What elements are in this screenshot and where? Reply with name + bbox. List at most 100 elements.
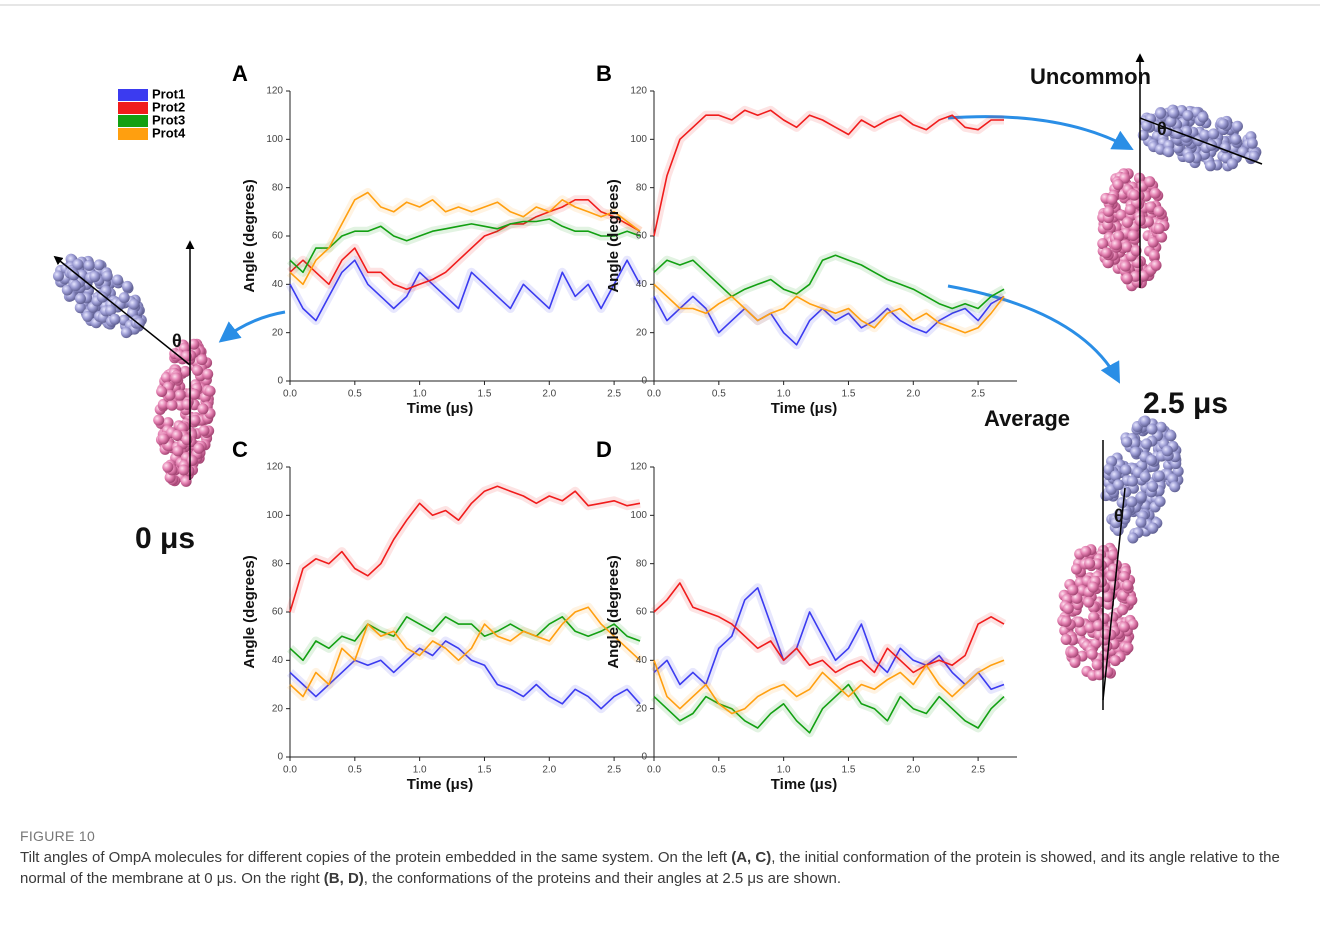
y-tick-label: 40	[636, 279, 648, 290]
y-tick-label: 120	[266, 86, 283, 97]
y-axis-label: Angle (degrees)	[605, 555, 622, 668]
atom	[1155, 421, 1167, 433]
y-tick-label: 60	[272, 607, 284, 618]
atom	[181, 434, 193, 446]
figure-label: FIGURE 10	[20, 828, 96, 844]
atom	[105, 305, 117, 317]
x-tick-label: 2.5	[971, 765, 985, 776]
atom	[1097, 238, 1109, 250]
x-tick-label: 2.0	[542, 389, 556, 400]
atom	[153, 414, 165, 426]
atom	[1113, 479, 1125, 491]
atom	[1145, 201, 1157, 213]
atom	[1118, 621, 1130, 633]
atom	[1150, 259, 1162, 271]
annotation: 2.5 μs	[1143, 387, 1228, 420]
atom	[198, 424, 210, 436]
atom	[1130, 446, 1142, 458]
atom	[1106, 570, 1118, 582]
atom	[1168, 107, 1180, 119]
atom	[1139, 471, 1151, 483]
atom	[1154, 143, 1166, 155]
atom	[1113, 230, 1125, 242]
y-tick-label: 80	[636, 558, 648, 569]
series-line	[289, 199, 641, 290]
atom	[1084, 558, 1096, 570]
atom	[202, 368, 214, 380]
atom	[1231, 120, 1243, 132]
x-tick-label: 1.0	[413, 765, 427, 776]
x-tick-label: 1.0	[413, 389, 427, 400]
atom	[1153, 470, 1165, 482]
tilt-axis	[1139, 117, 1263, 165]
atom	[1127, 532, 1139, 544]
atom	[186, 455, 198, 467]
y-tick-label: 40	[636, 655, 648, 666]
series-line	[289, 191, 641, 286]
x-tick-label: 2.0	[906, 389, 920, 400]
atom	[1144, 176, 1156, 188]
chart-panel: A 0 20 40 60 80 100 120 0.0 0.5 1.0 1.5 2.0 2.5 Time (…	[232, 61, 653, 417]
atom	[1126, 496, 1138, 508]
atom	[1116, 497, 1128, 509]
atom	[196, 354, 208, 366]
atom	[181, 398, 193, 410]
atom	[134, 317, 146, 329]
atom	[1121, 436, 1133, 448]
y-tick-label: 20	[272, 327, 284, 338]
atom	[170, 372, 182, 384]
atom	[1080, 545, 1092, 557]
series-line	[653, 683, 1005, 734]
panel-label: D	[596, 437, 612, 462]
atom	[1141, 120, 1153, 132]
series-line	[653, 295, 1005, 346]
x-tick-label: 2.0	[906, 765, 920, 776]
atom	[1182, 110, 1194, 122]
atom	[1120, 486, 1132, 498]
y-tick-label: 40	[272, 655, 284, 666]
atom	[171, 429, 183, 441]
atom	[1083, 596, 1095, 608]
atom	[172, 445, 184, 457]
y-axis-label: Angle (degrees)	[241, 555, 258, 668]
atom	[1139, 415, 1151, 427]
atom	[70, 280, 82, 292]
series-band	[650, 250, 1007, 313]
atom	[1107, 611, 1119, 623]
atom	[1146, 454, 1158, 466]
atom	[1120, 260, 1132, 272]
x-tick-label: 1.0	[777, 389, 791, 400]
atom	[1120, 508, 1132, 520]
atom	[1091, 659, 1103, 671]
atom	[179, 365, 191, 377]
arrow	[947, 115, 1134, 151]
atom	[1147, 480, 1159, 492]
atom	[1230, 133, 1242, 145]
atom	[82, 310, 94, 322]
atom	[121, 280, 133, 292]
atom	[1100, 247, 1112, 259]
series-line	[653, 283, 1005, 334]
y-tick-label: 80	[272, 558, 284, 569]
atom	[1122, 642, 1134, 654]
atom	[112, 274, 124, 286]
atom	[1062, 602, 1074, 614]
atom	[1124, 204, 1136, 216]
x-tick-label: 2.5	[607, 389, 621, 400]
atom	[1183, 151, 1195, 163]
atom	[1069, 657, 1081, 669]
atom	[193, 442, 205, 454]
atom	[120, 327, 132, 339]
atom	[197, 403, 209, 415]
theta: θ	[1114, 506, 1124, 526]
atom	[1075, 625, 1087, 637]
atom	[1110, 470, 1122, 482]
x-axis-label: Time (μs)	[407, 776, 473, 793]
y-tick-label: 100	[266, 510, 283, 521]
x-tick-label: 1.5	[842, 765, 856, 776]
atom	[1118, 571, 1130, 583]
atom	[1106, 193, 1118, 205]
x-tick-label: 1.5	[842, 389, 856, 400]
series-line	[289, 616, 641, 662]
